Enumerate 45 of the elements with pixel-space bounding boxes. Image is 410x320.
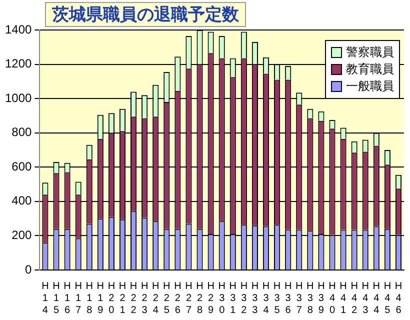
x-tick-label: H37 <box>296 280 303 316</box>
y-tick-label: 600 <box>12 159 32 174</box>
x-tick-label: H24 <box>152 280 160 316</box>
x-tick-label: H32 <box>240 280 248 316</box>
x-tick-label: H39 <box>318 280 325 316</box>
x-tick-label: H43 <box>362 280 369 316</box>
x-tick-label: H22 <box>130 280 138 316</box>
x-tick-label: H15 <box>52 280 60 316</box>
x-tick-label: H40 <box>328 280 336 316</box>
x-tick-label: H14 <box>42 280 49 316</box>
x-tick-label: H28 <box>196 280 204 316</box>
y-tick-label: 200 <box>12 228 32 242</box>
x-tick-label: H16 <box>64 280 71 316</box>
x-tick-label: H18 <box>86 280 93 316</box>
x-tick-label: H35 <box>273 280 281 316</box>
x-tick-label: H42 <box>350 280 358 316</box>
y-tick-label: 0 <box>25 262 32 276</box>
x-tick-label: H46 <box>394 280 402 316</box>
x-tick-label: H27 <box>185 280 192 316</box>
legend-label: 警察職員 <box>346 44 394 61</box>
x-tick-label: H26 <box>174 280 182 316</box>
y-tick-label: 1000 <box>4 90 32 105</box>
x-tick-label: H45 <box>384 280 392 316</box>
x-tick-label: H36 <box>284 280 292 316</box>
x-tick-label: H41 <box>340 280 347 316</box>
y-tick-label: 1400 <box>4 22 32 36</box>
x-tick-label: H34 <box>262 280 270 316</box>
legend-label: 教育職員 <box>346 61 394 78</box>
y-tick-label: 800 <box>12 125 32 140</box>
x-tick-label: H20 <box>108 280 116 316</box>
x-tick-label: H44 <box>372 280 380 316</box>
x-tick-label: H30 <box>218 280 226 316</box>
x-tick-label: H23 <box>140 280 148 316</box>
y-tick-label: 1200 <box>4 56 32 71</box>
x-tick-label: H17 <box>74 280 82 316</box>
x-tick-label: H25 <box>163 280 170 316</box>
chart-title: 茨城県職員の退職予定数 <box>45 2 246 27</box>
x-tick-label: H29 <box>207 280 214 316</box>
x-tick-label: H31 <box>229 280 237 316</box>
x-tick-label: H21 <box>118 280 126 316</box>
y-tick-label: 400 <box>12 194 32 208</box>
legend-label: 一般職員 <box>346 78 394 95</box>
x-tick-label: H38 <box>306 280 314 316</box>
x-tick-label: H19 <box>96 280 104 316</box>
x-tick-label: H33 <box>251 280 259 316</box>
